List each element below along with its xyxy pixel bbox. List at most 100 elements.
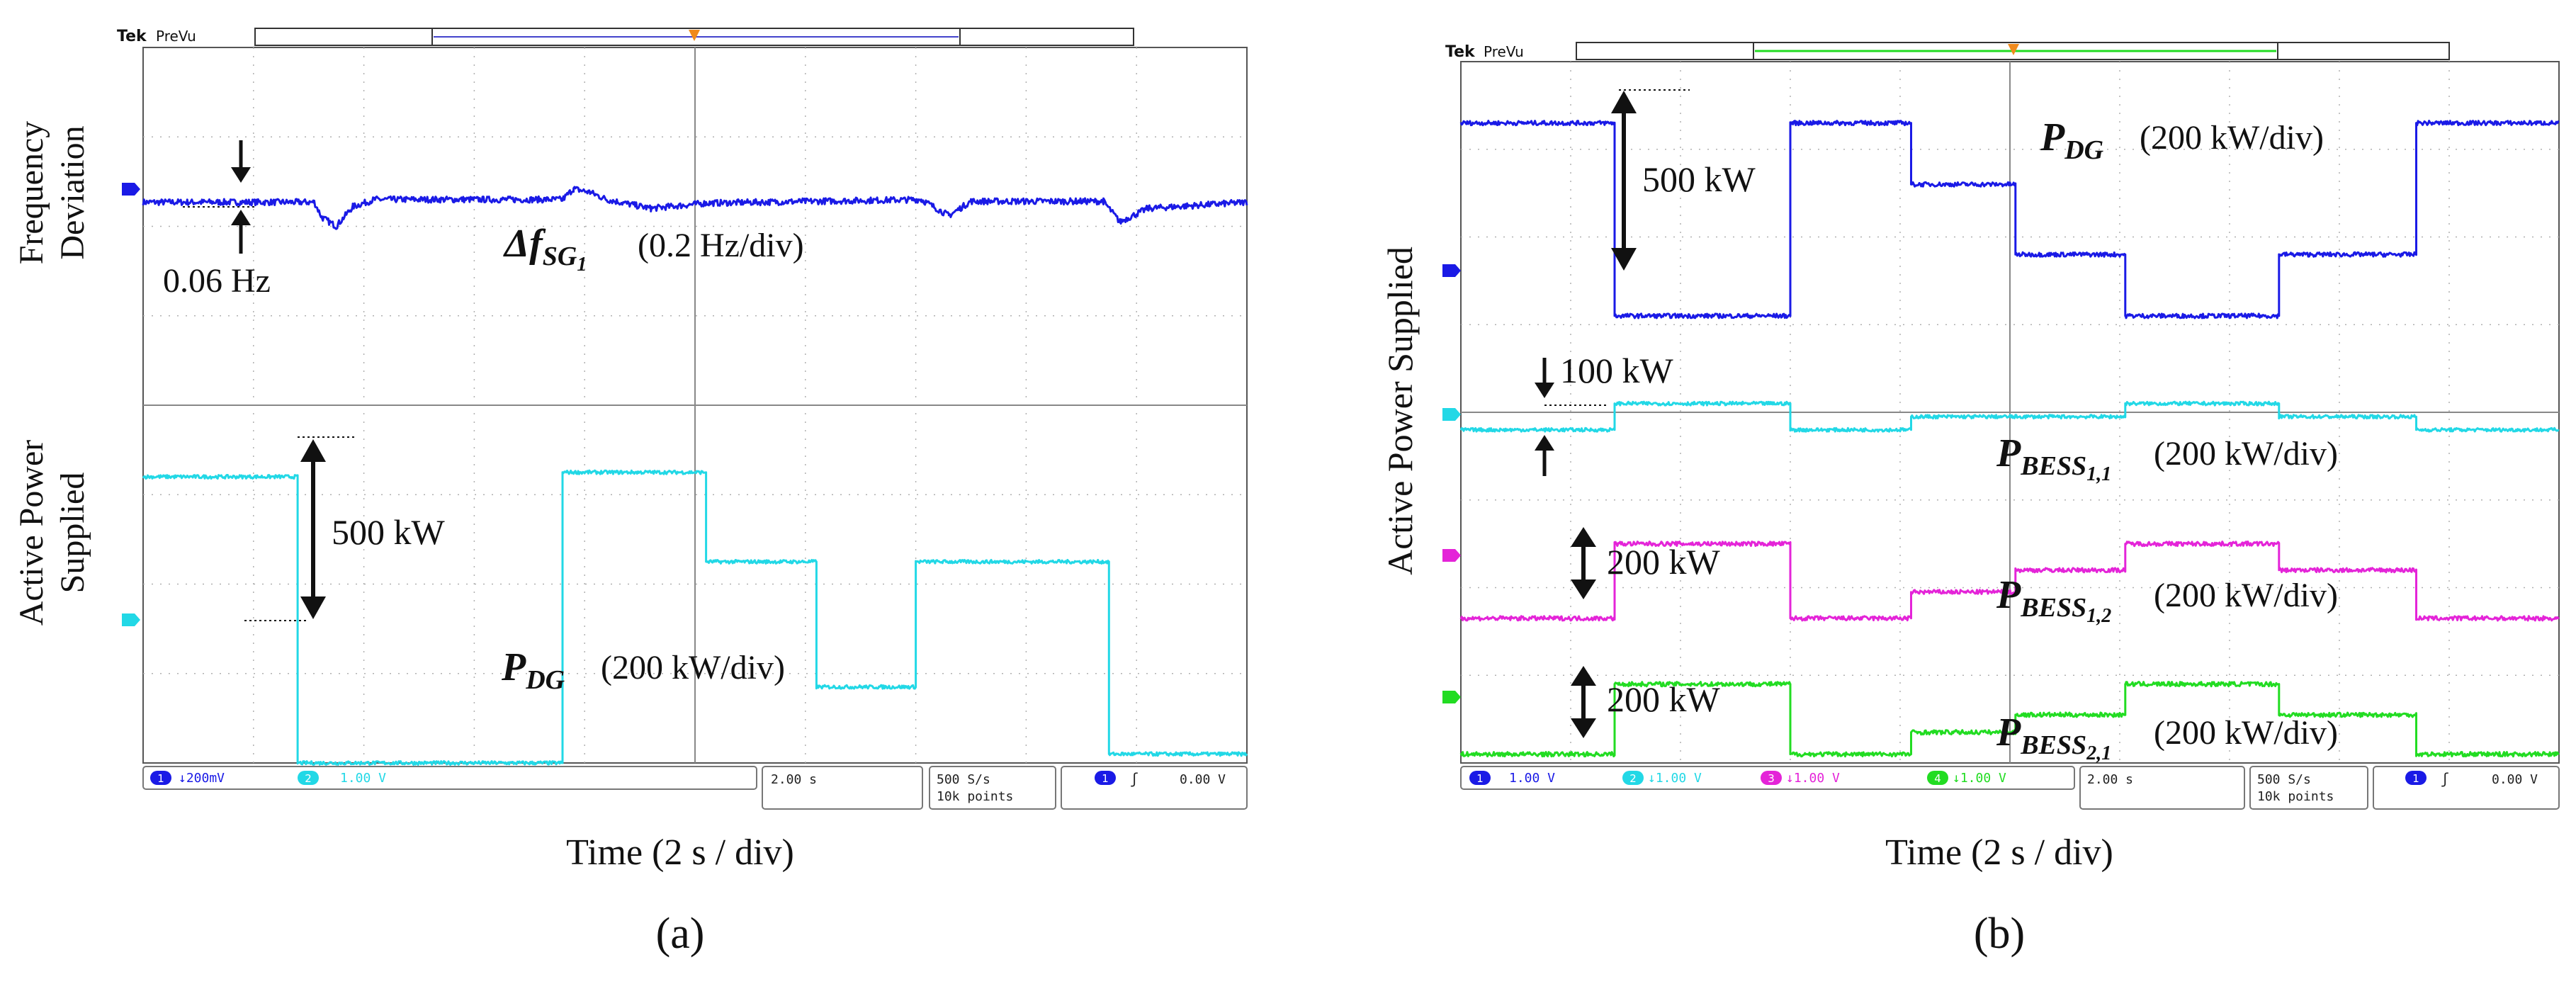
arrow-500kw-down-icon-b — [1611, 248, 1637, 271]
arrow-down-icon — [231, 167, 251, 183]
ch2-scale: 1.00 V — [340, 771, 386, 786]
ylabel-frequency: Frequency — [13, 121, 50, 265]
ch1-badge — [150, 771, 171, 785]
trace-p-bess2-1 — [1459, 681, 2560, 758]
ylabel-deviation: Deviation — [54, 125, 91, 259]
ch1-ground-marker — [122, 183, 140, 196]
series-label-bess12-base: P — [1996, 573, 2021, 617]
ch2-badge — [298, 771, 319, 785]
trace-p-bess1-1 — [1459, 400, 2560, 433]
arrow-500kw-up-icon — [300, 439, 326, 462]
ch4-badge-b — [1927, 771, 1948, 785]
arrow-up-icon — [231, 210, 251, 225]
annot-500-kw-a: 500 kW — [332, 512, 446, 552]
series-scale-bess11: (200 kW/div) — [2154, 435, 2338, 473]
series-label-pdg-a: PDG — [501, 645, 565, 695]
arrow-200kw-2-up-icon — [1571, 666, 1596, 686]
traces — [142, 186, 1248, 766]
ch2-scale-b: ↓1.00 V — [1648, 771, 1702, 786]
trace--f-sg1 — [142, 186, 1248, 230]
series-label-pdg-b-base: P — [2040, 115, 2065, 159]
timebase: 2.00 s — [771, 772, 817, 787]
arrow-500kw-up-icon-b — [1611, 91, 1637, 113]
ch1-badge-b — [1469, 771, 1491, 785]
annot-100-kw: 100 kW — [1560, 351, 1674, 390]
series-label-bess11-sub: BESS — [2020, 451, 2086, 481]
series-label-bess21-subsub: 2,1 — [2086, 742, 2111, 764]
ch4-badge-num-b: 4 — [1934, 772, 1941, 785]
series-label-bess11-subsub: 1,1 — [2086, 463, 2111, 485]
caption-b: (b) — [1974, 910, 2025, 958]
annot-0-06-hz: 0.06 Hz — [163, 262, 271, 300]
ch4-ground-marker-b — [1442, 691, 1461, 703]
trigger-level-b: 0.00 V — [2492, 772, 2538, 787]
ch2-ground-marker-b — [1442, 408, 1461, 421]
acquisition-box — [929, 766, 1056, 810]
record-length: 10k points — [937, 789, 1013, 804]
ch2-badge-b — [1622, 771, 1644, 785]
scope-brand-b: Tek — [1445, 43, 1476, 61]
trigger-ch-num: 1 — [1102, 772, 1109, 785]
caption-a: (a) — [656, 910, 705, 958]
series-scale-pdg-a: (200 kW/div) — [601, 649, 785, 686]
series-label-bess12-subsub: 1,2 — [2086, 605, 2111, 627]
panel-b: Tek PreVu Active Power Supplied 500 kW P… — [1380, 42, 2560, 958]
annot-500-kw-b: 500 kW — [1642, 159, 1756, 199]
ch2-ground-marker — [122, 613, 140, 626]
trigger-slope-icon: ʃ — [1130, 770, 1139, 787]
series-label-delta-f-sub: SG — [543, 242, 577, 271]
trigger-position-marker — [689, 30, 700, 41]
series-scale-delta-f: (0.2 Hz/div) — [638, 227, 804, 264]
ch1-scale: ↓200mV — [179, 771, 225, 786]
series-label-bess11: PBESS1,1 — [1996, 431, 2111, 485]
timebase-box — [762, 766, 923, 810]
scope-mode: PreVu — [156, 28, 196, 45]
acquisition-box-b — [2249, 766, 2368, 810]
timebase-b: 2.00 s — [2087, 772, 2133, 787]
record-length-b: 10k points — [2257, 789, 2334, 804]
grid — [143, 47, 1247, 763]
trace-p-bess1-2 — [1459, 541, 2560, 622]
grid-b — [1461, 62, 2559, 763]
ylabel-supplied: Supplied — [54, 473, 91, 594]
sample-rate: 500 S/s — [937, 772, 990, 787]
trigger-ch-badge — [1095, 771, 1116, 785]
ch2-badge-num-b: 2 — [1629, 772, 1637, 785]
series-label-delta-f: ΔfSG1 — [503, 222, 587, 276]
status-channels-box — [142, 766, 757, 790]
ch1-badge-num: 1 — [157, 772, 164, 785]
series-label-pdg-a-sub: DG — [525, 665, 565, 695]
trace-p-dg — [1459, 120, 2560, 319]
trigger-position-marker-b — [2008, 44, 2019, 55]
series-label-delta-f-subsub: 1 — [577, 254, 587, 276]
ylabel-active-power: Active Power — [13, 440, 50, 626]
trigger-slope-icon-b: ʃ — [2441, 770, 2449, 787]
ch3-badge-num-b: 3 — [1768, 772, 1775, 785]
arrow-200kw-2-down-icon — [1571, 718, 1596, 738]
series-label-bess11-base: P — [1996, 431, 2021, 475]
trigger-ch-badge-b — [2405, 771, 2427, 785]
ch1-badge-num-b: 1 — [1476, 772, 1484, 785]
ch3-scale-b: ↓1.00 V — [1786, 771, 1840, 786]
trace-p-dg — [142, 469, 1248, 766]
panel-a: Tek PreVu Frequency Deviation Active Pow… — [13, 28, 1248, 958]
xlabel-b: Time (2 s / div) — [1885, 832, 2113, 873]
series-label-bess12: PBESS1,2 — [1996, 573, 2111, 627]
trigger-ch-num-b: 1 — [2412, 772, 2419, 785]
series-label-bess12-sub: BESS — [2020, 593, 2086, 623]
series-label-delta-f-base: Δf — [503, 222, 546, 266]
arrow-200kw-1-up-icon — [1571, 527, 1596, 547]
traces-b — [1459, 120, 2560, 758]
scope-mode-b: PreVu — [1484, 43, 1524, 60]
series-label-bess21-sub: BESS — [2020, 730, 2086, 760]
ch1-scale-b: 1.00 V — [1509, 771, 1555, 786]
annot-200-kw-1: 200 kW — [1607, 542, 1721, 582]
xlabel-a: Time (2 s / div) — [566, 832, 794, 873]
arrow-100kw-up-icon — [1535, 435, 1554, 451]
arrow-200kw-1-down-icon — [1571, 579, 1596, 599]
arrow-100kw-down-icon — [1535, 383, 1554, 398]
ch3-ground-marker-b — [1442, 549, 1461, 562]
series-scale-pdg-b: (200 kW/div) — [2140, 119, 2324, 157]
series-label-pdg-b-sub: DG — [2064, 135, 2103, 165]
